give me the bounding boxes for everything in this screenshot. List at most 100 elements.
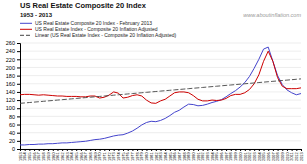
x-tick-mark	[34, 149, 35, 151]
y-tick: 40	[9, 130, 20, 136]
x-tick-mark	[226, 149, 227, 151]
x-tick: 1953	[19, 149, 23, 161]
texts: US Real Estate Composite 20 Index1953 - …	[20, 1, 301, 18]
x-tick: 1995	[215, 149, 219, 161]
x-tick: 1985	[169, 149, 173, 161]
x-tick-label: 1955	[28, 153, 32, 161]
x-tick: 1996	[220, 149, 224, 161]
y-tick-mark	[17, 116, 20, 117]
annotation: www.aboutinflation.com	[243, 12, 301, 18]
x-tick-label: 1975	[122, 153, 126, 161]
y-tick-mark	[17, 108, 20, 109]
legend-swatch	[20, 29, 32, 30]
x-tick: 1957	[37, 149, 41, 161]
x-tick-label: 1954	[23, 153, 27, 161]
grid-line	[20, 51, 301, 52]
x-tick-label: 1989	[187, 153, 191, 161]
x-tick-label: 1998	[229, 153, 233, 161]
x-tick-mark	[39, 149, 40, 151]
x-tick-mark	[198, 149, 199, 151]
y-tick: 160	[6, 81, 20, 87]
x-tick-label: 1986	[173, 153, 177, 161]
x-tick-label: 1995	[215, 153, 219, 161]
x-tick-mark	[48, 149, 49, 151]
x-tick-mark	[95, 149, 96, 151]
x-tick-mark	[193, 149, 194, 151]
x-tick-label: 1956	[33, 153, 37, 161]
x-tick-mark	[114, 149, 115, 151]
y-tick-mark	[17, 141, 20, 142]
x-tick: 2008	[276, 149, 280, 161]
x-tick: 1978	[136, 149, 140, 161]
x-tick-label: 1980	[145, 153, 149, 161]
x-tick: 1972	[108, 149, 112, 161]
x-tick-label: 1960	[51, 153, 55, 161]
x-tick-label: 1967	[84, 153, 88, 161]
x-tick: 1970	[98, 149, 102, 161]
y-tick: 200	[6, 65, 20, 71]
x-tick-label: 1992	[201, 153, 205, 161]
x-tick-label: 1966	[80, 153, 84, 161]
x-tick: 1991	[197, 149, 201, 161]
x-tick-mark	[184, 149, 185, 151]
x-tick-label: 1982	[155, 153, 159, 161]
x-tick-mark	[165, 149, 166, 151]
y-axis-line	[17, 44, 21, 150]
x-tick: 1984	[164, 149, 168, 161]
y-tick-mark	[17, 51, 20, 52]
x-tick-mark	[57, 149, 58, 151]
x-tick-label: 2009	[281, 153, 285, 161]
x-tick: 2004	[258, 149, 262, 161]
x-tick-label: 1981	[150, 153, 154, 161]
y-tick: 0	[12, 146, 20, 152]
grid	[20, 43, 301, 149]
x-tick-label: 2000	[239, 153, 243, 161]
x-tick: 2010	[286, 149, 290, 161]
x-tick-label: 2013	[300, 153, 304, 161]
x-tick-mark	[264, 149, 265, 151]
x-tick-label: 1994	[211, 153, 215, 161]
x-tick-mark	[231, 149, 232, 151]
y-tick-label: 60	[9, 122, 15, 128]
x-tick: 1992	[201, 149, 205, 161]
x-tick: 2003	[253, 149, 257, 161]
x-tick-mark	[245, 149, 246, 151]
y-tick-mark	[17, 92, 20, 93]
x-tick-label: 1970	[98, 153, 102, 161]
x-tick: 1976	[126, 149, 130, 161]
x-tick: 2007	[272, 149, 276, 161]
x-tick-mark	[282, 149, 283, 151]
x-tick: 1989	[187, 149, 191, 161]
x-tick-mark	[132, 149, 133, 151]
x-tick: 2001	[244, 149, 248, 161]
series-line	[20, 47, 301, 145]
x-tick-mark	[249, 149, 250, 151]
x-tick-mark	[170, 149, 171, 151]
grid-line	[20, 83, 301, 84]
grid-line	[20, 67, 301, 68]
x-tick: 1959	[47, 149, 51, 161]
x-tick-mark	[142, 149, 143, 151]
legend-swatch	[20, 23, 32, 24]
x-tick-mark	[86, 149, 87, 151]
x-tick: 2012	[295, 149, 299, 161]
x-tick-mark	[151, 149, 152, 151]
grid-line	[20, 108, 301, 109]
x-tick-label: 1979	[140, 153, 144, 161]
y-tick-label: 80	[9, 114, 15, 120]
x-tick-label: 1953	[19, 153, 23, 161]
x-tick-mark	[221, 149, 222, 151]
x-tick: 1997	[225, 149, 229, 161]
y-tick-mark	[17, 100, 20, 101]
y-tick-mark	[17, 43, 20, 44]
x-tick-mark	[137, 149, 138, 151]
x-tick-mark	[76, 149, 77, 151]
x-tick-label: 1965	[75, 153, 79, 161]
x-tick: 2013	[300, 149, 304, 161]
x-tick-mark	[161, 149, 162, 151]
x-tick-label: 1958	[42, 153, 46, 161]
x-tick-mark	[118, 149, 119, 151]
x-tick-mark	[240, 149, 241, 151]
x-tick: 1986	[173, 149, 177, 161]
x-tick: 1983	[159, 149, 163, 161]
